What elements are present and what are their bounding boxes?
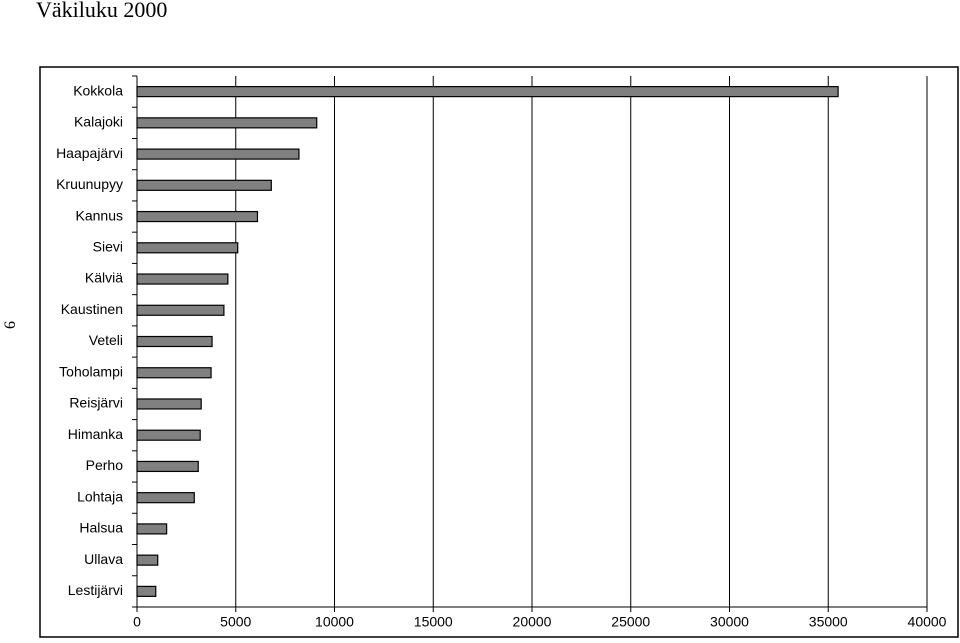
x-tick-label: 10000 <box>315 614 354 630</box>
y-tick-label: Kannus <box>76 207 123 223</box>
y-tick-label: Toholampi <box>59 363 123 379</box>
y-tick-label: Himanka <box>68 426 123 442</box>
bar <box>136 335 213 348</box>
chart-title: Väkiluku 2000 <box>36 0 167 22</box>
bar <box>136 86 839 98</box>
bar <box>136 179 272 191</box>
y-tick-label: Lestijärvi <box>68 582 123 598</box>
bar <box>136 398 202 410</box>
bar <box>136 242 239 254</box>
bar <box>136 585 157 597</box>
y-tick-label: Kokkola <box>73 82 123 98</box>
bar <box>136 554 159 566</box>
y-tick-label: Kalajoki <box>74 114 123 130</box>
chart-frame <box>39 66 959 638</box>
x-tick-label: 30000 <box>710 614 749 630</box>
bar <box>136 273 229 285</box>
y-tick-label: Sievi <box>93 238 123 254</box>
x-tick-label: 35000 <box>809 614 848 630</box>
y-tick-label: Lohtaja <box>77 488 123 504</box>
page-number: 9 <box>0 321 17 329</box>
x-tick-label: 15000 <box>414 614 453 630</box>
y-tick-label: Halsua <box>79 520 123 536</box>
bar <box>136 367 212 379</box>
x-tick-label: 40000 <box>908 614 947 630</box>
x-tick-label: 0 <box>133 614 141 630</box>
bar <box>136 460 199 473</box>
bar <box>136 148 300 160</box>
bar <box>136 210 259 223</box>
y-tick-label: Perho <box>86 457 124 473</box>
bar <box>136 117 318 129</box>
x-tick-label: 5000 <box>220 614 251 630</box>
bar <box>136 304 225 316</box>
x-tick-label: 20000 <box>513 614 552 630</box>
bar <box>136 523 168 535</box>
y-tick-label: Ullava <box>84 551 123 567</box>
y-tick-label: Veteli <box>89 332 123 348</box>
y-tick-label: Kälviä <box>85 270 123 286</box>
bar <box>136 429 201 441</box>
x-tick-label: 25000 <box>611 614 650 630</box>
y-tick-label: Kruunupyy <box>56 176 123 192</box>
y-tick-label: Haapajärvi <box>56 145 123 161</box>
y-tick-label: Reisjärvi <box>69 395 123 411</box>
y-tick-label: Kaustinen <box>61 301 123 317</box>
bar <box>136 492 195 504</box>
